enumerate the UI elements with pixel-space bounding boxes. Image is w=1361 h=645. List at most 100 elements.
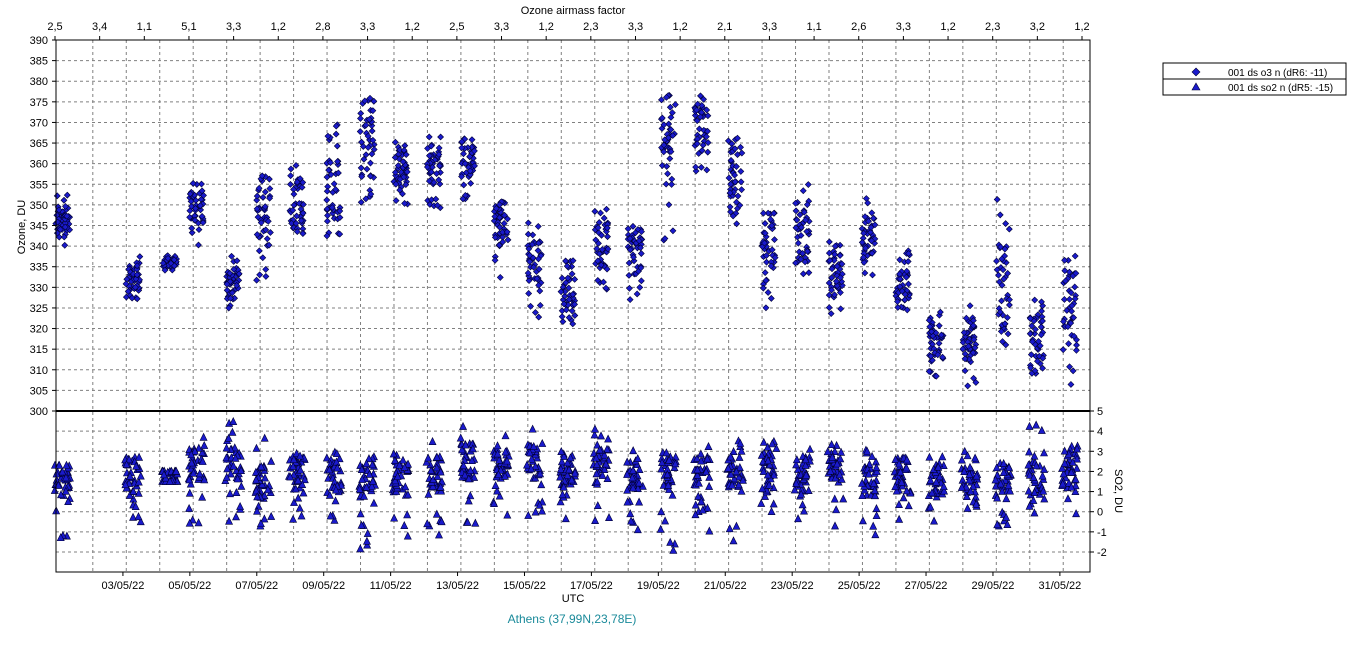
so2-tick-label: 5 bbox=[1097, 406, 1103, 418]
ozone-point bbox=[391, 154, 399, 161]
so2-point bbox=[759, 437, 768, 446]
so2-point bbox=[267, 511, 276, 520]
ozone-point bbox=[263, 235, 271, 243]
ozone-point bbox=[792, 224, 800, 232]
so2-point bbox=[661, 516, 670, 525]
so2-point bbox=[356, 509, 365, 518]
so2-point bbox=[858, 478, 867, 487]
ozone-point bbox=[738, 186, 746, 194]
ozone-point bbox=[635, 237, 643, 245]
ozone-point bbox=[256, 271, 264, 279]
ozone-point bbox=[869, 271, 876, 279]
so2-point bbox=[1025, 501, 1034, 510]
ozone-point bbox=[862, 244, 869, 252]
ozone-point bbox=[871, 221, 879, 229]
so2-point bbox=[969, 481, 978, 490]
ozone-point bbox=[797, 232, 805, 239]
ozone-point bbox=[626, 296, 634, 304]
so2-point bbox=[727, 469, 736, 478]
ozone-point bbox=[61, 223, 69, 231]
so2-point bbox=[1025, 447, 1034, 456]
so2-point bbox=[769, 470, 778, 479]
ozone-point bbox=[600, 214, 608, 222]
ozone-point bbox=[771, 236, 778, 244]
so2-point bbox=[252, 475, 261, 484]
ozone-point bbox=[726, 189, 734, 197]
ozone-point bbox=[999, 338, 1006, 346]
so2-point bbox=[837, 447, 846, 456]
ozone-point bbox=[771, 254, 779, 262]
ozone-point bbox=[259, 193, 267, 201]
so2-point bbox=[358, 474, 367, 483]
ozone-point bbox=[525, 277, 533, 284]
ozone-point bbox=[905, 250, 912, 257]
so2-point bbox=[194, 443, 203, 452]
ozone-point bbox=[693, 117, 701, 125]
top-tick-label: 1,2 bbox=[271, 21, 286, 33]
ozone-point bbox=[927, 352, 935, 360]
ozone-point bbox=[1070, 314, 1078, 322]
ozone-point bbox=[235, 270, 243, 278]
ozone-point bbox=[427, 168, 435, 176]
ozone-point bbox=[328, 204, 336, 211]
ozone-point bbox=[964, 342, 972, 350]
ozone-point bbox=[195, 241, 202, 249]
ozone-point bbox=[426, 152, 433, 160]
ozone-point bbox=[799, 250, 807, 257]
so2-point bbox=[797, 489, 806, 498]
station-label: Athens (37,99N,23,78E) bbox=[508, 612, 637, 626]
ozone-point bbox=[768, 222, 776, 230]
ozone-point bbox=[1072, 346, 1080, 354]
ozone-point bbox=[1004, 269, 1012, 277]
ozone-point bbox=[500, 220, 508, 227]
so2-point bbox=[295, 503, 304, 512]
ozone-point bbox=[562, 257, 569, 265]
ozone-point bbox=[292, 219, 300, 227]
ozone-point bbox=[792, 259, 799, 267]
so2-point bbox=[827, 440, 836, 448]
ozone-point bbox=[400, 146, 408, 154]
ozone-point bbox=[136, 253, 144, 261]
ozone-point bbox=[401, 200, 409, 207]
ozone-point bbox=[1001, 245, 1009, 253]
ozone-point bbox=[535, 265, 543, 273]
so2-point bbox=[467, 456, 476, 465]
top-tick-label: 3,2 bbox=[1030, 21, 1045, 33]
ozone-point bbox=[369, 136, 377, 144]
so2-point bbox=[729, 447, 738, 456]
ozone-point bbox=[704, 127, 711, 135]
top-tick-label: 1,1 bbox=[137, 21, 152, 33]
ozone-point bbox=[569, 257, 577, 265]
ozone-point bbox=[993, 196, 1001, 203]
so2-point bbox=[525, 448, 534, 457]
ozone-point bbox=[357, 198, 365, 206]
so2-point bbox=[398, 455, 407, 464]
so2-point bbox=[471, 518, 480, 527]
ozone-point bbox=[596, 250, 603, 258]
ozone-tick-label: 390 bbox=[30, 35, 48, 47]
ozone-point bbox=[932, 372, 940, 380]
ozone-point bbox=[266, 229, 274, 236]
so2-point bbox=[1072, 509, 1081, 518]
ozone-point bbox=[366, 172, 374, 180]
top-tick-label: 2,3 bbox=[583, 21, 598, 33]
so2-point bbox=[294, 493, 303, 502]
so2-point bbox=[871, 530, 880, 539]
ozone-point bbox=[594, 276, 602, 284]
ozone-point bbox=[658, 114, 666, 122]
so2-point bbox=[904, 501, 913, 510]
so2-point bbox=[902, 463, 911, 472]
so2-point bbox=[493, 486, 502, 495]
ozone-point bbox=[704, 139, 712, 146]
so2-point bbox=[357, 520, 366, 529]
so2-point bbox=[200, 440, 209, 449]
ozone-point bbox=[660, 148, 668, 156]
ozone-point bbox=[724, 137, 732, 145]
ozone-point bbox=[370, 97, 378, 105]
so2-point bbox=[333, 463, 342, 472]
ozone-point bbox=[658, 162, 666, 169]
so2-point bbox=[437, 477, 446, 486]
so2-point bbox=[691, 510, 700, 519]
ozone-point bbox=[962, 314, 970, 322]
so2-point bbox=[664, 480, 673, 489]
